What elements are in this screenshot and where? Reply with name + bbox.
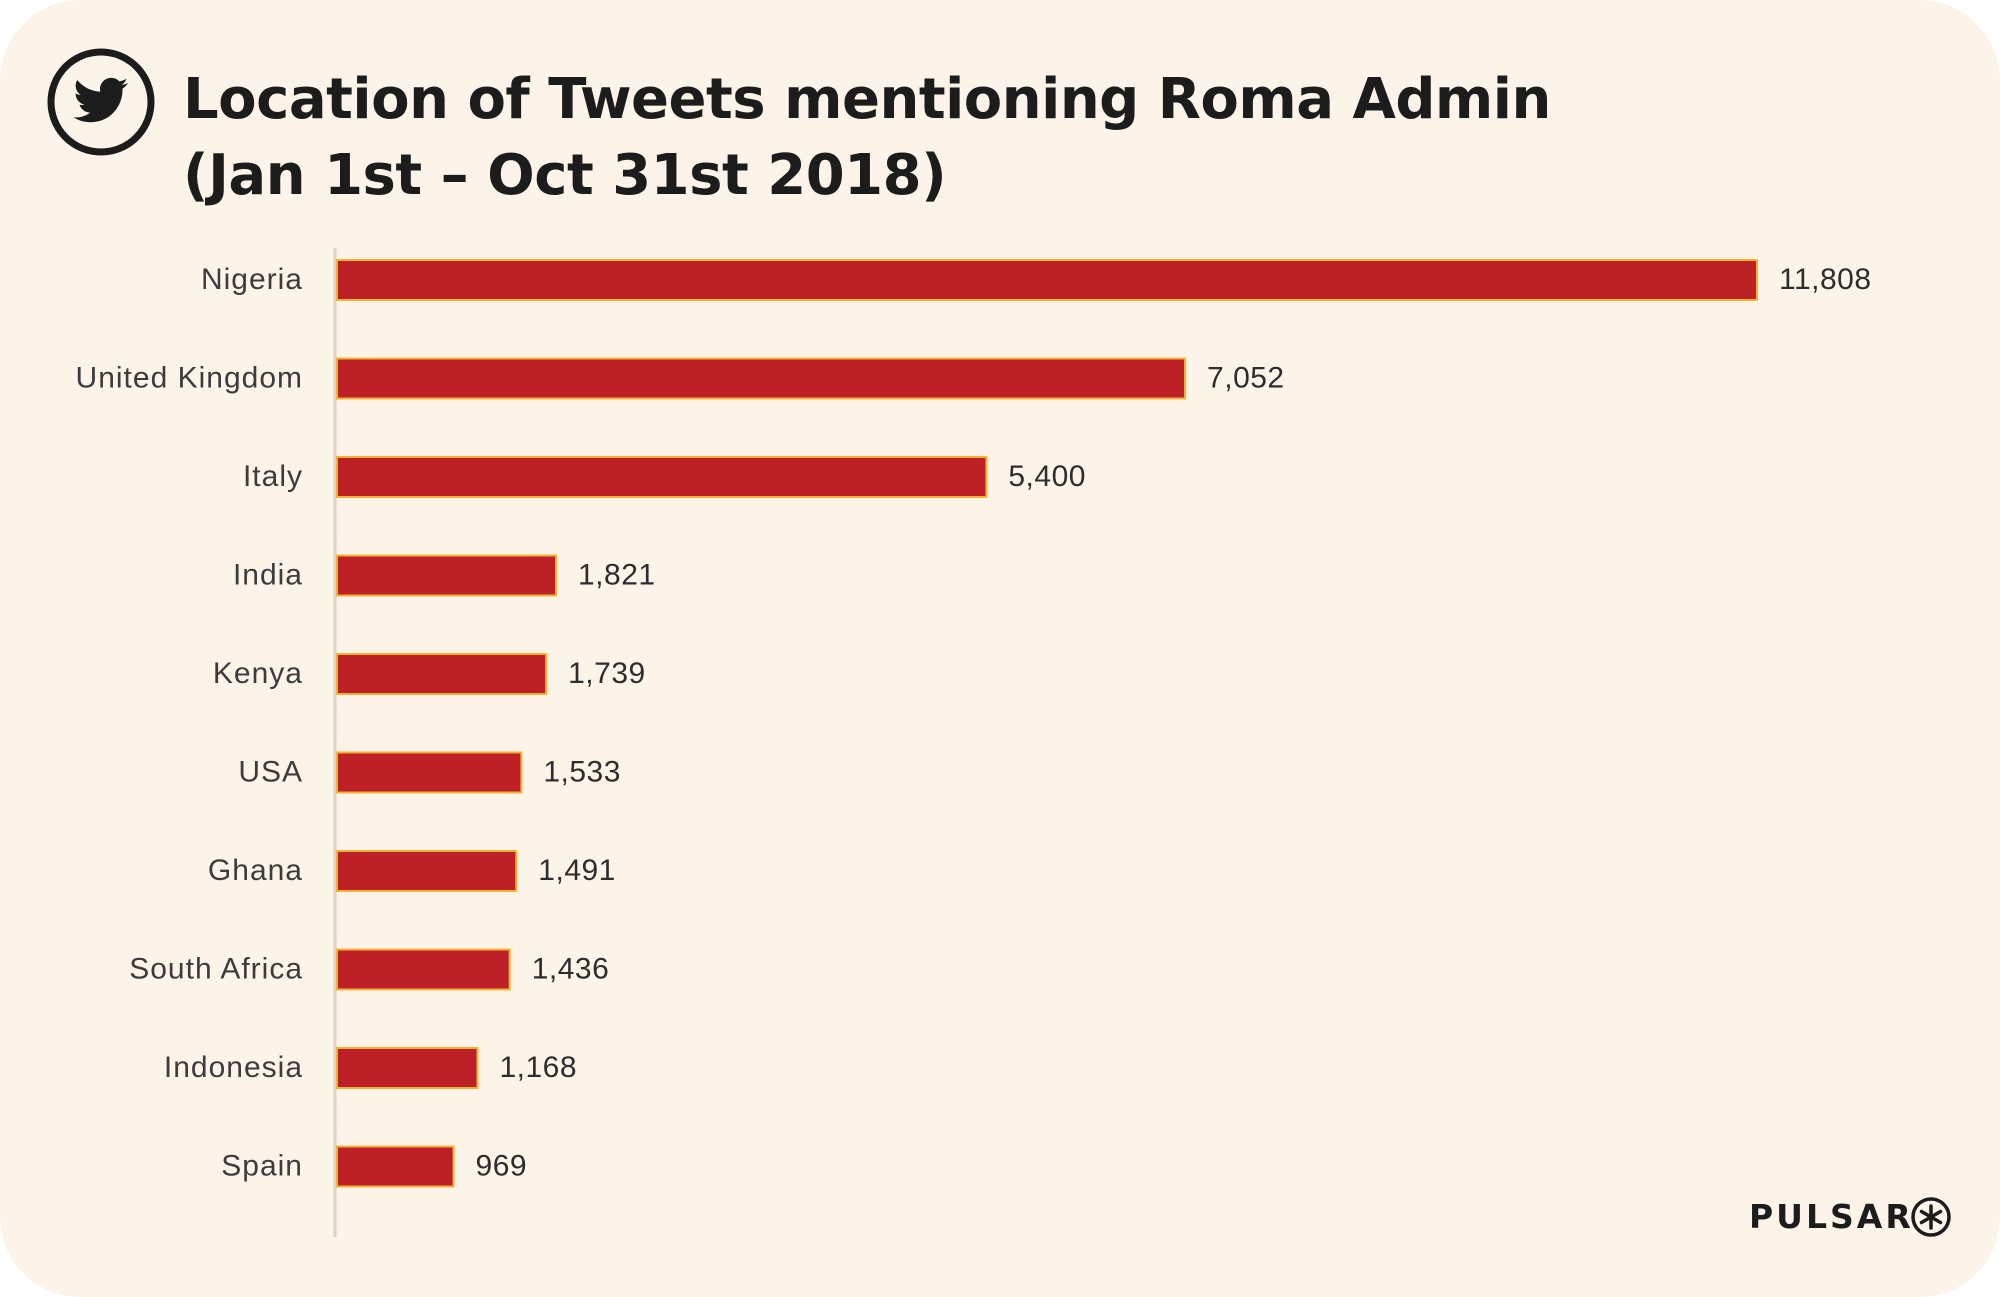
bar-spain	[336, 1145, 455, 1188]
bars-layer: Nigeria 11,808 United Kingdom 7,052 Italy 5,4…	[76, 259, 1872, 1188]
value-label-usa: 1,533	[543, 755, 621, 788]
category-label-usa: USA	[238, 755, 303, 788]
category-label-nigeria: Nigeria	[201, 263, 303, 296]
value-label-indonesia: 1,168	[499, 1051, 577, 1084]
category-label-ghana: Ghana	[208, 854, 303, 887]
twitter-bird-icon	[47, 48, 155, 156]
category-label-united-kingdom: United Kingdom	[76, 361, 303, 394]
title-line-1: Location of Tweets mentioning Roma Admin	[183, 67, 1551, 132]
category-label-spain: Spain	[221, 1149, 303, 1182]
value-label-india: 1,821	[578, 558, 656, 591]
value-label-spain: 969	[476, 1149, 528, 1182]
value-label-ghana: 1,491	[538, 854, 616, 887]
title-line-2: (Jan 1st – Oct 31st 2018)	[183, 143, 947, 208]
bar-usa	[336, 751, 523, 794]
category-label-south-africa: South Africa	[129, 952, 303, 985]
value-label-united-kingdom: 7,052	[1207, 361, 1285, 394]
bar-indonesia	[336, 1047, 479, 1089]
bar-ghana	[336, 850, 518, 892]
value-label-south-africa: 1,436	[532, 952, 610, 985]
value-label-italy: 5,400	[1008, 460, 1086, 493]
chart-title: Location of Tweets mentioning Roma Admin…	[183, 62, 1551, 214]
asterisk-circle-icon	[1911, 1197, 1951, 1237]
bar-india	[336, 554, 557, 597]
bar-south-africa	[336, 948, 511, 991]
pulsar-logo-text: PULSAR	[1749, 1197, 1914, 1236]
category-label-indonesia: Indonesia	[164, 1051, 303, 1084]
category-label-kenya: Kenya	[213, 657, 303, 690]
value-label-nigeria: 11,808	[1779, 263, 1872, 296]
value-label-kenya: 1,739	[568, 657, 646, 690]
bar-kenya	[336, 653, 548, 695]
bar-nigeria	[336, 259, 1758, 301]
bar-united-kingdom	[336, 357, 1187, 400]
bar-italy	[336, 456, 988, 498]
category-label-india: India	[233, 558, 303, 591]
category-label-italy: Italy	[243, 460, 303, 493]
